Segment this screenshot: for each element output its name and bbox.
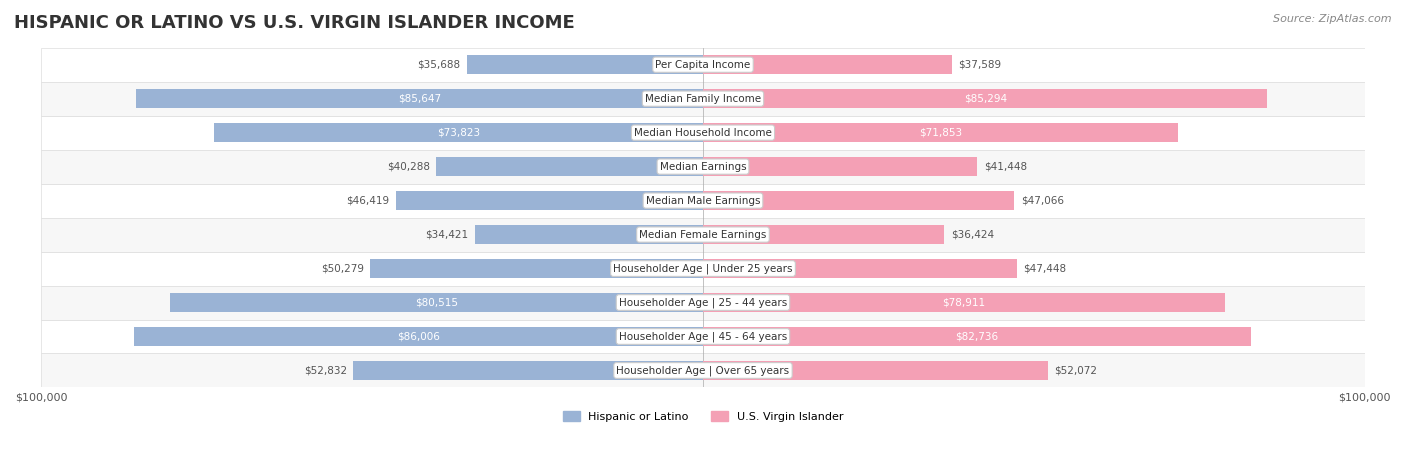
Text: $35,688: $35,688 <box>418 60 460 70</box>
Text: $37,589: $37,589 <box>959 60 1001 70</box>
Bar <box>41 116 1365 149</box>
Bar <box>703 293 1225 312</box>
Text: $85,647: $85,647 <box>398 94 441 104</box>
Text: $47,448: $47,448 <box>1024 263 1067 274</box>
Bar <box>170 293 703 312</box>
Text: $36,424: $36,424 <box>950 230 994 240</box>
Text: Householder Age | 45 - 64 years: Householder Age | 45 - 64 years <box>619 331 787 342</box>
Text: $34,421: $34,421 <box>426 230 468 240</box>
Text: $41,448: $41,448 <box>984 162 1026 171</box>
Bar <box>703 191 1015 210</box>
Bar <box>703 157 977 176</box>
Text: Source: ZipAtlas.com: Source: ZipAtlas.com <box>1274 14 1392 24</box>
Text: $78,911: $78,911 <box>942 297 986 307</box>
Text: Median Female Earnings: Median Female Earnings <box>640 230 766 240</box>
Bar <box>41 82 1365 116</box>
Text: $85,294: $85,294 <box>963 94 1007 104</box>
Bar <box>396 191 703 210</box>
Bar <box>703 361 1047 380</box>
Bar <box>353 361 703 380</box>
Text: $73,823: $73,823 <box>437 127 481 138</box>
Text: Median Earnings: Median Earnings <box>659 162 747 171</box>
Bar <box>215 123 703 142</box>
Text: $50,279: $50,279 <box>321 263 364 274</box>
Text: $46,419: $46,419 <box>346 196 389 205</box>
Bar <box>136 89 703 108</box>
Text: $82,736: $82,736 <box>955 332 998 341</box>
Bar <box>703 259 1017 278</box>
Bar <box>703 89 1267 108</box>
Legend: Hispanic or Latino, U.S. Virgin Islander: Hispanic or Latino, U.S. Virgin Islander <box>558 406 848 426</box>
Bar <box>703 225 943 244</box>
Bar <box>475 225 703 244</box>
Bar <box>41 184 1365 218</box>
Text: Median Family Income: Median Family Income <box>645 94 761 104</box>
Bar <box>41 354 1365 388</box>
Text: $40,288: $40,288 <box>387 162 430 171</box>
Bar <box>467 55 703 74</box>
Text: Householder Age | 25 - 44 years: Householder Age | 25 - 44 years <box>619 297 787 308</box>
Text: Median Male Earnings: Median Male Earnings <box>645 196 761 205</box>
Text: Householder Age | Over 65 years: Householder Age | Over 65 years <box>616 365 790 376</box>
Text: HISPANIC OR LATINO VS U.S. VIRGIN ISLANDER INCOME: HISPANIC OR LATINO VS U.S. VIRGIN ISLAND… <box>14 14 575 32</box>
Text: $52,072: $52,072 <box>1054 366 1097 375</box>
Bar <box>41 319 1365 354</box>
Text: $71,853: $71,853 <box>920 127 962 138</box>
Bar <box>41 285 1365 319</box>
Text: $52,832: $52,832 <box>304 366 347 375</box>
Text: $86,006: $86,006 <box>396 332 440 341</box>
Bar <box>41 218 1365 252</box>
Bar <box>703 123 1178 142</box>
Bar <box>41 48 1365 82</box>
Text: Per Capita Income: Per Capita Income <box>655 60 751 70</box>
Bar <box>703 327 1250 346</box>
Bar <box>134 327 703 346</box>
Text: Median Household Income: Median Household Income <box>634 127 772 138</box>
Bar <box>703 55 952 74</box>
Text: Householder Age | Under 25 years: Householder Age | Under 25 years <box>613 263 793 274</box>
Text: $80,515: $80,515 <box>415 297 458 307</box>
Bar <box>370 259 703 278</box>
Bar <box>41 149 1365 184</box>
Bar <box>436 157 703 176</box>
Bar <box>41 252 1365 285</box>
Text: $47,066: $47,066 <box>1021 196 1064 205</box>
